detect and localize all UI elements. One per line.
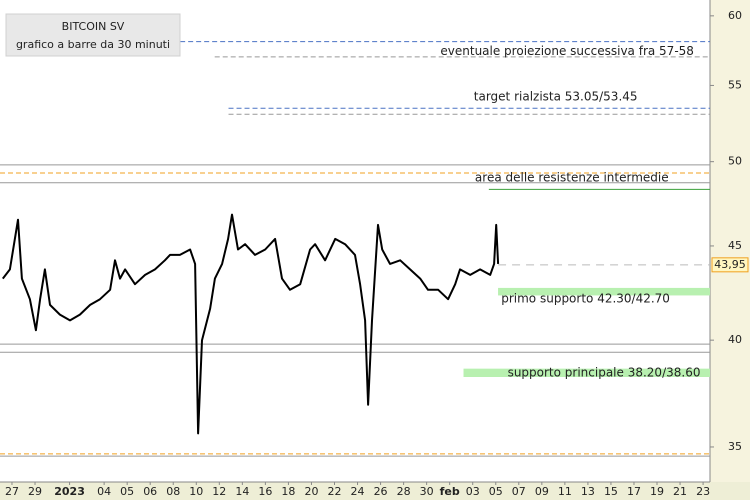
annotation: eventuale proiezione successiva fra 57-5… [440,44,694,58]
x-tick-label: 19 [650,485,664,498]
y-tick-label: 45 [728,239,742,252]
chart-subtitle: grafico a barre da 30 minuti [16,38,170,51]
last-price-box [711,257,749,273]
x-tick-label: 17 [627,485,641,498]
annotation: primo supporto 42.30/42.70 [501,292,670,306]
x-tick-label: 03 [466,485,480,498]
title-box [5,13,181,57]
x-tick-label: 06 [143,485,157,498]
x-tick-label: 09 [535,485,549,498]
x-tick-label: 2023 [54,485,85,498]
y-tick-label: 60 [728,9,742,22]
y-tick-label: 35 [728,440,742,453]
x-tick-label: 10 [189,485,203,498]
annotation: area delle resistenze intermedie [475,170,669,184]
x-axis-area [0,482,750,500]
x-tick-label: 26 [374,485,388,498]
support-band [498,287,710,296]
last-price-label: 43,95 [714,258,746,271]
x-tick-label: 05 [120,485,134,498]
x-tick-label: 22 [327,485,341,498]
x-tick-label: feb [440,485,460,498]
x-tick-label: 16 [258,485,272,498]
y-tick-label: 40 [728,333,742,346]
x-tick-label: 14 [235,485,249,498]
x-tick-label: 04 [97,485,111,498]
annotation: target rialzista 53.05/53.45 [474,90,638,104]
x-tick-label: 11 [558,485,572,498]
x-tick-label: 18 [281,485,295,498]
x-tick-label: 05 [489,485,503,498]
x-tick-label: 23 [696,485,710,498]
x-tick-label: 27 [5,485,19,498]
x-tick-label: 08 [166,485,180,498]
y-axis-area [710,0,750,500]
support-band [463,368,710,377]
chart-title: BITCOIN SV [62,20,125,33]
annotation: supporto principale 38.20/38.60 [508,365,701,379]
x-tick-label: 12 [212,485,226,498]
x-tick-label: 29 [28,485,42,498]
y-tick-label: 50 [728,155,742,168]
marks-layer [0,41,710,457]
x-tick-label: 15 [604,485,618,498]
x-tick-label: 13 [581,485,595,498]
plot-area [0,0,710,482]
price-line [2,213,500,435]
x-tick-label: 30 [420,485,434,498]
x-tick-label: 07 [512,485,526,498]
x-tick-label: 28 [397,485,411,498]
x-tick-label: 20 [304,485,318,498]
x-tick-label: 24 [351,485,365,498]
y-tick-label: 55 [728,78,742,91]
x-tick-label: 21 [673,485,687,498]
